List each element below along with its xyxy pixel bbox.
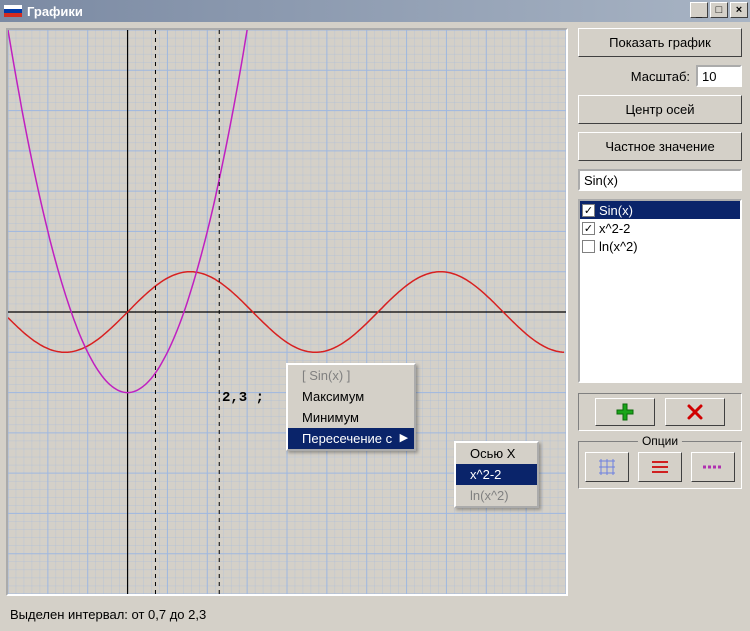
plot-canvas bbox=[8, 30, 566, 594]
checkbox[interactable]: ✓ bbox=[582, 222, 595, 235]
scale-input[interactable] bbox=[696, 65, 742, 87]
lines-icon bbox=[650, 457, 670, 477]
status-bar: Выделен интервал: от 0,7 до 2,3 bbox=[6, 605, 568, 625]
formula-input[interactable] bbox=[578, 169, 742, 191]
context-submenu[interactable]: Осью Xx^2-2ln(x^2) bbox=[454, 441, 539, 508]
menu-item: ln(x^2) bbox=[456, 485, 537, 506]
center-axes-button[interactable]: Центр осей bbox=[578, 95, 742, 124]
plus-icon bbox=[616, 403, 634, 421]
menu-item: [ Sin(x) ] bbox=[288, 365, 414, 386]
private-value-button[interactable]: Частное значение bbox=[578, 132, 742, 161]
menu-item[interactable]: Минимум bbox=[288, 407, 414, 428]
window-title: Графики bbox=[27, 4, 83, 19]
function-label: ln(x^2) bbox=[599, 239, 638, 254]
checkbox[interactable] bbox=[582, 240, 595, 253]
menu-item[interactable]: x^2-2 bbox=[456, 464, 537, 485]
flag-icon bbox=[4, 5, 22, 18]
status-text: Выделен интервал: от 0,7 до 2,3 bbox=[10, 607, 206, 622]
menu-item[interactable]: Осью X bbox=[456, 443, 537, 464]
function-list[interactable]: ✓ Sin(x) ✓ x^2-2 ln(x^2) bbox=[578, 199, 742, 383]
function-label: Sin(x) bbox=[599, 203, 633, 218]
menu-item[interactable]: Пересечение с▶ bbox=[288, 428, 414, 449]
menu-item[interactable]: Максимум bbox=[288, 386, 414, 407]
minimize-button[interactable]: _ bbox=[690, 2, 708, 18]
options-legend: Опции bbox=[638, 434, 682, 448]
context-menu[interactable]: [ Sin(x) ]МаксимумМинимумПересечение с▶ bbox=[286, 363, 416, 451]
option-dash-button[interactable] bbox=[691, 452, 735, 482]
cursor-coordinate-label: 2,3 ; bbox=[222, 390, 264, 406]
checkbox[interactable]: ✓ bbox=[582, 204, 595, 217]
titlebar: Графики _ □ × bbox=[0, 0, 750, 22]
function-list-item[interactable]: ✓ Sin(x) bbox=[580, 201, 740, 219]
x-icon bbox=[686, 403, 704, 421]
show-graph-button[interactable]: Показать график bbox=[578, 28, 742, 57]
close-button[interactable]: × bbox=[730, 2, 748, 18]
window-controls: _ □ × bbox=[690, 2, 748, 18]
option-lines-button[interactable] bbox=[638, 452, 682, 482]
function-list-item[interactable]: ln(x^2) bbox=[580, 237, 740, 255]
grid-icon bbox=[597, 457, 617, 477]
add-function-button[interactable] bbox=[595, 398, 655, 426]
options-group: Опции bbox=[578, 441, 742, 489]
maximize-button[interactable]: □ bbox=[710, 2, 728, 18]
submenu-arrow-icon: ▶ bbox=[400, 431, 408, 444]
function-label: x^2-2 bbox=[599, 221, 630, 236]
plot-area[interactable]: 2,3 ; [ Sin(x) ]МаксимумМинимумПересечен… bbox=[6, 28, 568, 596]
option-grid-button[interactable] bbox=[585, 452, 629, 482]
function-list-item[interactable]: ✓ x^2-2 bbox=[580, 219, 740, 237]
remove-function-button[interactable] bbox=[665, 398, 725, 426]
dash-icon bbox=[702, 457, 724, 477]
side-panel: Показать график Масштаб: Центр осей Част… bbox=[578, 28, 742, 596]
scale-label: Масштаб: bbox=[578, 69, 690, 84]
